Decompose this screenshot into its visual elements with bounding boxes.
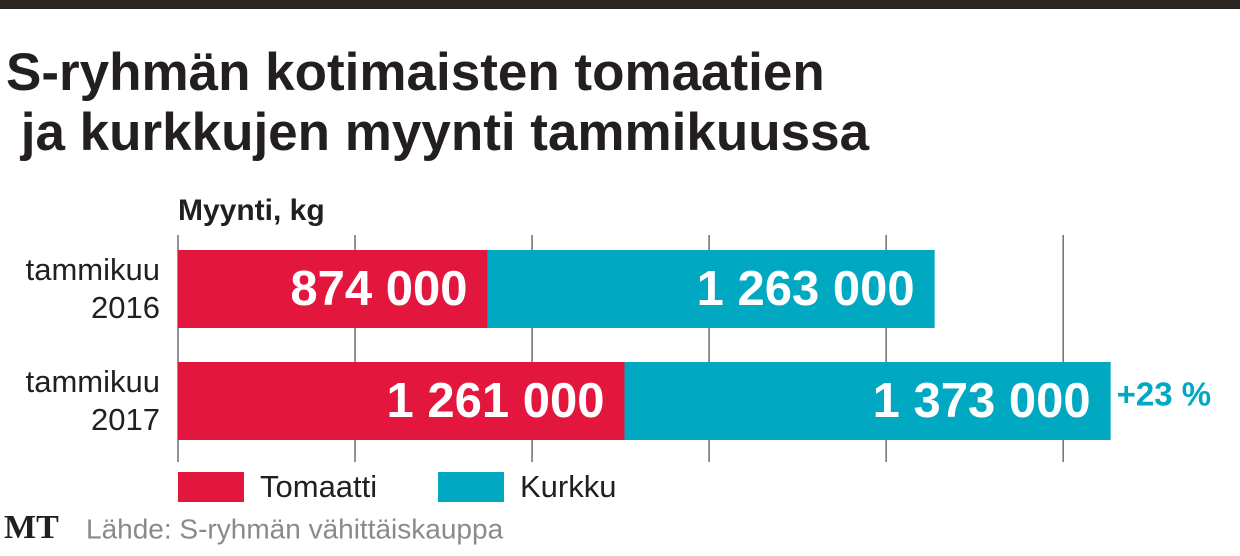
logo: MT [4, 509, 59, 546]
source: Lähde: S-ryhmän vähittäiskauppa [86, 513, 504, 544]
axis-label: Myynti, kg [178, 194, 325, 227]
legend-label: Tomaatti [260, 469, 377, 504]
data-label: 1 261 000 [386, 374, 604, 428]
bar [624, 362, 1111, 440]
legend-label: Kurkku [520, 469, 616, 504]
data-label: 874 000 [290, 262, 467, 316]
data-label: 1 373 000 [873, 374, 1091, 428]
bar [487, 250, 935, 328]
data-label: 1 263 000 [697, 262, 915, 316]
annotation: +23 % [1117, 376, 1212, 413]
y-tick-label: tammikuu 2017 [25, 364, 160, 437]
bar [178, 250, 488, 328]
bar [178, 362, 625, 440]
top-rule [0, 0, 1240, 9]
legend-swatch [438, 472, 504, 502]
y-tick-label: tammikuu 2016 [25, 252, 160, 325]
chart-title: S-ryhmän kotimaisten tomaatien ja kurkku… [6, 43, 870, 162]
legend-swatch [178, 472, 244, 502]
